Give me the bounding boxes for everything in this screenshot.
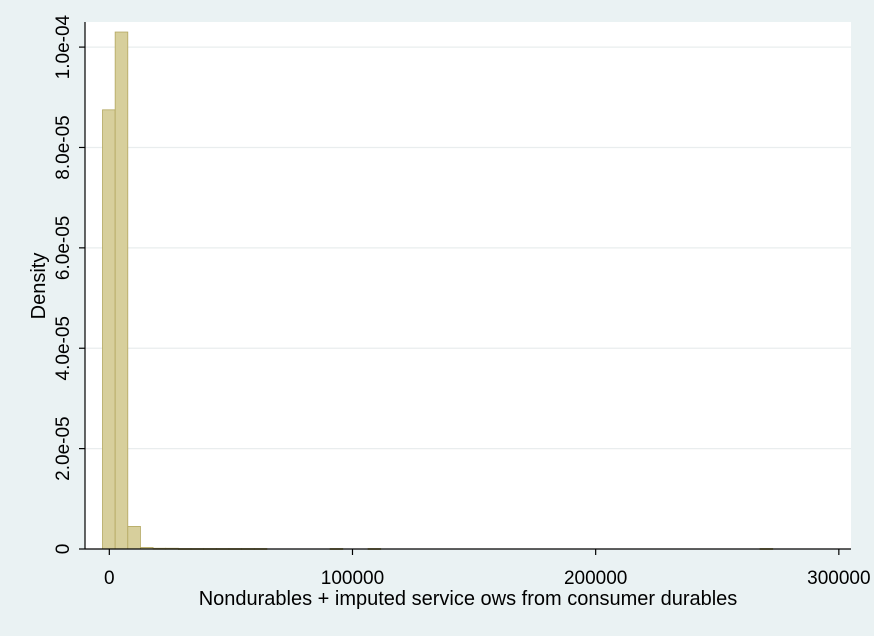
plot-area xyxy=(85,22,851,549)
y-tick-label: 8.0e-05 xyxy=(53,115,74,179)
grid-lines xyxy=(85,46,851,450)
y-tick-label: 1.0e-04 xyxy=(53,14,74,79)
y-tick-label: 0 xyxy=(53,544,74,555)
histogram-bar xyxy=(127,526,141,550)
x-tick-label: 200000 xyxy=(564,568,627,589)
x-axis-title: Nondurables + imputed service ows from c… xyxy=(199,588,738,610)
x-tick-label: 300000 xyxy=(807,568,870,589)
y-axis-title: Density xyxy=(28,253,50,320)
histogram-bar xyxy=(114,31,129,550)
y-tick-label: 6.0e-05 xyxy=(53,216,74,280)
histogram-bar xyxy=(102,109,116,550)
histogram-bars xyxy=(102,31,774,550)
axes xyxy=(84,22,851,550)
tick-marks: 0 100000 200000 300000 0 2.0e-05 4.0e-05 6.0e-0… xyxy=(53,14,871,589)
y-tick-label: 4.0e-05 xyxy=(53,316,74,380)
x-tick-label: 100000 xyxy=(321,568,384,589)
y-tick-label: 2.0e-05 xyxy=(53,416,74,480)
x-tick-label: 0 xyxy=(104,568,115,589)
